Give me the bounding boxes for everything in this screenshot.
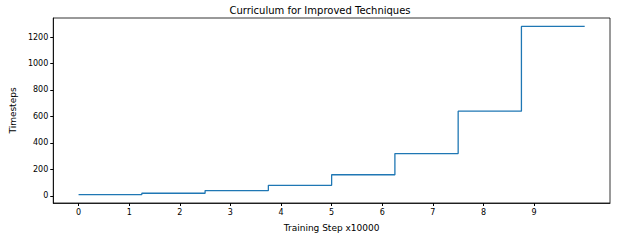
svg-text:8: 8 bbox=[481, 208, 486, 217]
svg-text:0: 0 bbox=[76, 208, 81, 217]
svg-text:3: 3 bbox=[228, 208, 233, 217]
svg-text:9: 9 bbox=[532, 208, 537, 217]
svg-text:1: 1 bbox=[127, 208, 132, 217]
svg-text:Curriculum for Improved Techni: Curriculum for Improved Techniques bbox=[229, 5, 410, 16]
svg-text:0: 0 bbox=[43, 191, 48, 200]
svg-text:2: 2 bbox=[177, 208, 182, 217]
svg-text:200: 200 bbox=[33, 165, 48, 174]
svg-text:600: 600 bbox=[33, 112, 48, 121]
svg-text:Training Step x10000: Training Step x10000 bbox=[283, 223, 380, 233]
svg-text:Timesteps: Timesteps bbox=[8, 87, 18, 134]
svg-text:4: 4 bbox=[278, 208, 283, 217]
svg-text:1200: 1200 bbox=[28, 33, 48, 42]
svg-text:1000: 1000 bbox=[28, 59, 48, 68]
svg-text:6: 6 bbox=[380, 208, 385, 217]
svg-text:5: 5 bbox=[329, 208, 334, 217]
svg-text:7: 7 bbox=[430, 208, 435, 217]
svg-text:400: 400 bbox=[33, 138, 48, 147]
svg-text:800: 800 bbox=[33, 85, 48, 94]
